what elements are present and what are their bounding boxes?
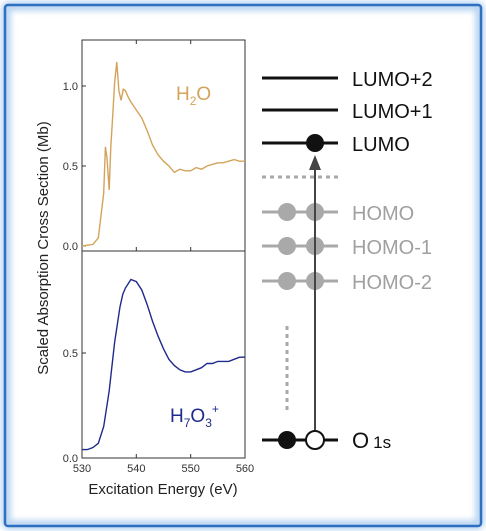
x-axis-label: Excitation Energy (eV)	[88, 481, 237, 498]
h7o3-label: H7O3+	[170, 402, 219, 430]
x-tick-540: 540	[127, 463, 145, 475]
o-1s-core-hole	[305, 430, 325, 450]
x-tick-560: 560	[236, 463, 254, 475]
h2o-spectrum-line	[81, 61, 245, 247]
homo-label: HOMO	[352, 203, 414, 225]
top-y-tick-0.0: 0.0	[63, 241, 78, 253]
homo-minus-2-electron-1	[278, 272, 296, 290]
y-axis-label: Scaled Absorption Cross Section (Mb)	[35, 121, 52, 374]
h7o3-spectrum-line	[82, 278, 245, 451]
x-ticks	[81, 40, 246, 458]
excitation-arrow-head	[309, 155, 321, 170]
h2o-label: H2O	[176, 84, 211, 108]
bottom-panel-frame	[81, 250, 246, 459]
top-panel-frame	[81, 39, 246, 252]
frame-border	[3, 3, 483, 528]
lumo-plus-2-label: LUMO+2	[352, 69, 433, 91]
homo-minus-1-label: HOMO-1	[352, 237, 432, 259]
homo-minus-1-electron-1	[278, 237, 296, 255]
lumo-plus-1-label: LUMO+1	[352, 101, 433, 123]
x-tick-530: 530	[73, 463, 91, 475]
o-1s-electron	[278, 431, 296, 449]
o-1s-label: O 1s	[352, 428, 391, 453]
lumo-label: LUMO	[352, 134, 410, 156]
homo-electron-1	[278, 203, 296, 221]
top-y-tick-1.0: 1.0	[63, 81, 78, 93]
lumo-excited-electron	[306, 134, 324, 152]
bottom-y-tick-0.5: 0.5	[63, 348, 78, 360]
bottom-y-ticks	[82, 352, 86, 459]
x-tick-550: 550	[182, 463, 200, 475]
homo-minus-2-label: HOMO-2	[352, 272, 432, 294]
top-y-tick-0.5: 0.5	[63, 161, 78, 173]
bottom-y-tick-0.0: 0.0	[63, 453, 78, 465]
